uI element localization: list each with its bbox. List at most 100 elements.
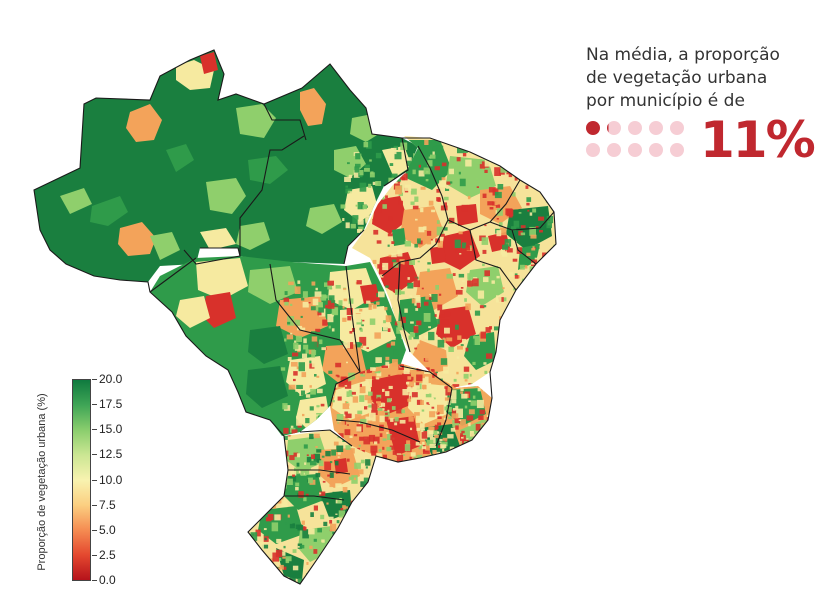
municipality-patch <box>322 480 326 483</box>
municipality-patch <box>375 357 382 363</box>
municipality-patch <box>335 513 338 515</box>
municipality-patch <box>389 163 394 166</box>
municipality-patch <box>425 294 430 300</box>
municipality-patch <box>320 403 325 407</box>
legend-tick-label: 17.5 <box>99 397 123 412</box>
municipality-patch <box>428 383 432 386</box>
municipality-patch <box>301 372 307 378</box>
municipality-patch <box>538 340 542 343</box>
municipality-patch <box>496 208 503 216</box>
municipality-patch <box>352 508 358 515</box>
municipality-patch <box>424 335 430 339</box>
municipality-patch <box>345 185 348 188</box>
municipality-patch <box>447 407 452 412</box>
municipality-patch <box>421 431 428 439</box>
municipality-patch <box>355 532 363 540</box>
municipality-patch <box>444 400 451 405</box>
municipality-patch <box>360 372 366 377</box>
municipality-patch <box>379 460 385 462</box>
municipality-patch <box>434 166 440 171</box>
municipality-patch <box>346 391 353 397</box>
municipality-patch <box>365 459 371 466</box>
municipality-patch <box>386 398 392 403</box>
municipality-patch <box>410 188 417 195</box>
municipality-patch <box>490 456 492 462</box>
municipality-patch <box>313 505 318 511</box>
municipality-patch <box>287 321 291 325</box>
municipality-patch <box>292 549 297 553</box>
municipality-patch <box>535 243 540 250</box>
municipality-patch <box>407 376 412 380</box>
municipality-patch <box>428 200 434 206</box>
municipality-patch <box>257 475 261 479</box>
municipality-patch <box>333 581 336 583</box>
municipality-patch <box>435 285 439 290</box>
municipality-patch <box>305 493 309 496</box>
municipality-patch <box>479 409 485 415</box>
municipality-patch <box>444 440 447 442</box>
municipality-patch <box>259 434 265 440</box>
municipality-patch <box>416 427 421 431</box>
municipality-patch <box>354 313 362 323</box>
municipality-patch <box>424 140 429 145</box>
municipality-patch <box>319 460 324 466</box>
municipality-patch <box>298 362 305 372</box>
municipality-patch <box>437 240 443 248</box>
municipality-patch <box>343 519 351 524</box>
municipality-patch <box>357 526 362 531</box>
municipality-patch <box>414 196 419 202</box>
municipality-patch <box>554 246 556 254</box>
municipality-patch <box>483 442 488 447</box>
municipality-patch <box>442 437 448 441</box>
municipality-patch <box>353 477 356 480</box>
municipality-patch <box>364 578 367 580</box>
municipality-patch <box>450 427 456 432</box>
municipality-patch <box>406 160 412 167</box>
municipality-patch <box>549 141 554 147</box>
municipality-patch <box>359 308 363 312</box>
municipality-patch <box>488 147 492 151</box>
municipality-patch <box>356 535 361 539</box>
municipality-patch <box>470 400 477 406</box>
municipality-patch <box>290 425 294 430</box>
municipality-patch <box>385 195 388 199</box>
municipality-patch <box>496 230 502 237</box>
municipality-patch <box>289 523 295 529</box>
municipality-patch <box>374 463 376 469</box>
municipality-patch <box>392 359 399 367</box>
municipality-patch <box>347 437 354 445</box>
municipality-patch <box>310 306 316 311</box>
municipality-patch <box>441 319 449 325</box>
municipality-patch <box>257 541 264 550</box>
municipality-patch <box>434 434 439 439</box>
municipality-patch <box>367 420 373 426</box>
municipality-patch <box>379 433 383 437</box>
municipality-patch <box>337 452 341 455</box>
municipality-patch <box>416 399 423 405</box>
municipality-patch <box>472 256 476 260</box>
municipality-patch <box>464 441 467 443</box>
municipality-patch <box>535 226 539 229</box>
municipality-patch <box>351 391 356 395</box>
municipality-patch <box>446 187 449 189</box>
municipality-patch <box>311 341 318 349</box>
municipality-patch <box>368 547 372 550</box>
municipality-patch <box>349 448 355 454</box>
municipality-patch <box>418 447 422 450</box>
municipality-patch <box>292 565 299 571</box>
municipality-patch <box>300 468 307 476</box>
municipality-patch <box>310 388 316 395</box>
municipality-patch <box>466 415 474 421</box>
municipality-patch <box>338 540 346 548</box>
municipality-patch <box>347 162 350 165</box>
municipality-patch <box>363 489 367 494</box>
municipality-patch <box>506 353 514 362</box>
municipality-patch <box>342 403 350 410</box>
municipality-patch <box>308 302 311 304</box>
municipality-patch <box>429 443 436 448</box>
municipality-patch <box>522 167 526 170</box>
legend-tick-mark <box>92 580 97 581</box>
municipality-patch <box>414 141 420 146</box>
municipality-patch <box>331 307 338 315</box>
municipality-patch <box>455 425 459 430</box>
